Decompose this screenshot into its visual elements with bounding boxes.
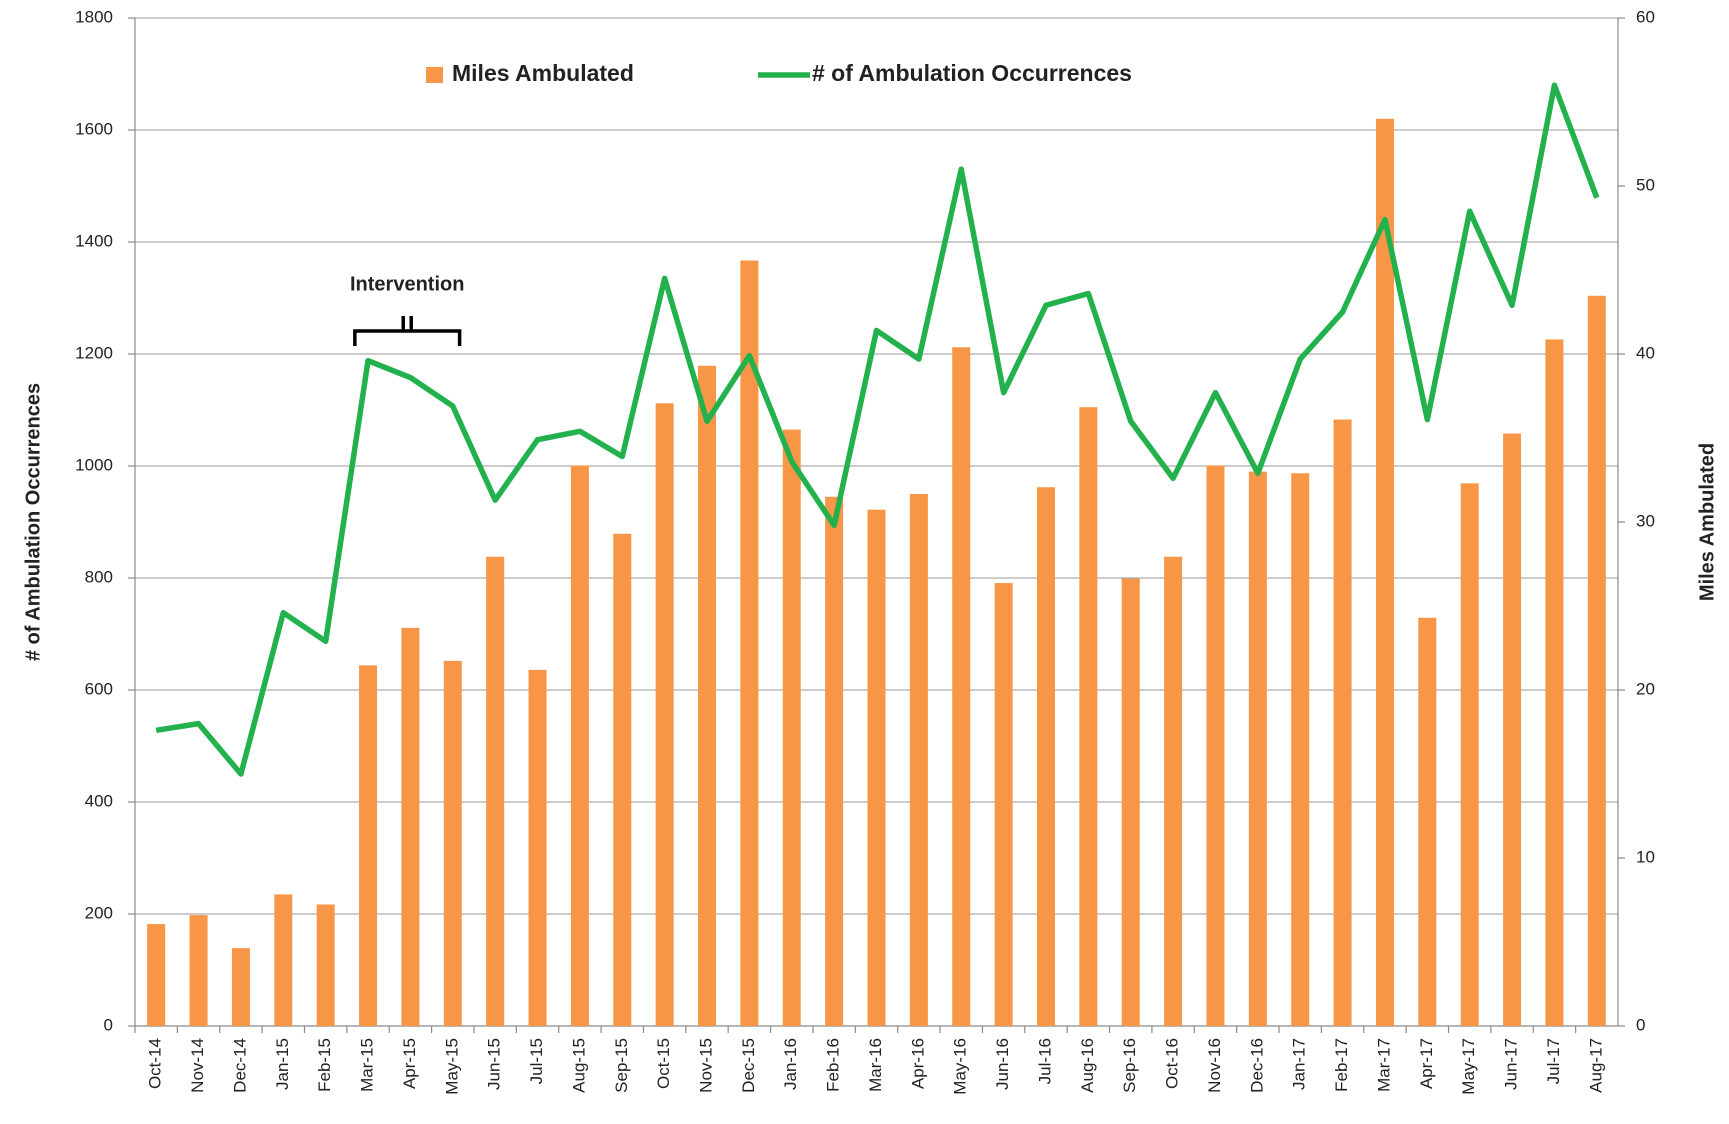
x-tick-label: Aug-16 — [1078, 1038, 1097, 1093]
bar — [1291, 473, 1310, 1026]
bar — [1587, 295, 1606, 1026]
bar — [698, 365, 717, 1026]
bar — [1206, 465, 1225, 1026]
bar — [401, 627, 420, 1026]
x-tick-label: Jun-17 — [1502, 1038, 1521, 1090]
x-tick-label: Jun-16 — [993, 1038, 1012, 1090]
x-tick-label: Oct-16 — [1163, 1038, 1182, 1089]
x-tick-label: Dec-15 — [739, 1038, 758, 1093]
legend-swatch — [426, 67, 443, 83]
x-tick-label: Nov-16 — [1205, 1038, 1224, 1093]
y2-tick-label: 0 — [1636, 1015, 1645, 1034]
bar — [1036, 487, 1055, 1026]
y-tick-label: 1800 — [75, 7, 113, 26]
x-tick-label: Mar-17 — [1374, 1038, 1393, 1092]
x-tick-label: Aug-17 — [1586, 1038, 1605, 1093]
x-tick-label: Jul-16 — [1035, 1038, 1054, 1084]
x-tick-label: Jun-15 — [485, 1038, 504, 1090]
x-tick-label: Aug-15 — [569, 1038, 588, 1093]
x-tick-label: May-15 — [442, 1038, 461, 1095]
x-tick-label: Dec-14 — [230, 1038, 249, 1093]
bar — [1121, 578, 1140, 1026]
x-tick-label: Feb-17 — [1332, 1038, 1351, 1092]
x-tick-label: Apr-15 — [400, 1038, 419, 1089]
legend-label: # of Ambulation Occurrences — [812, 60, 1132, 86]
y-tick-label: 1000 — [75, 455, 113, 474]
x-tick-label: Jul-15 — [527, 1038, 546, 1084]
x-tick-label: Mar-16 — [866, 1038, 885, 1092]
bar — [740, 260, 759, 1027]
bar — [1333, 419, 1352, 1026]
bar — [528, 669, 547, 1026]
brace — [353, 316, 462, 346]
x-tick-label: Dec-16 — [1247, 1038, 1266, 1093]
y2-tick-label: 40 — [1636, 343, 1655, 362]
y-tick-label: 800 — [85, 567, 113, 586]
y-tick-label: 1600 — [75, 119, 113, 138]
y-axis-title: # of Ambulation Occurrences — [22, 383, 44, 661]
x-tick-label: Jan-17 — [1290, 1038, 1309, 1090]
bar — [994, 583, 1013, 1026]
bar — [443, 660, 462, 1026]
y2-tick-label: 10 — [1636, 847, 1655, 866]
x-tick-label: Feb-15 — [315, 1038, 334, 1092]
bar — [1503, 433, 1522, 1026]
bar — [1375, 118, 1394, 1027]
x-tick-label: Apr-16 — [908, 1038, 927, 1089]
y-tick-label: 400 — [85, 791, 113, 810]
y2-tick-label: 50 — [1636, 175, 1655, 194]
legend-label: Miles Ambulated — [452, 60, 634, 86]
x-tick-label: May-17 — [1459, 1038, 1478, 1095]
bar — [613, 533, 632, 1026]
y-tick-label: 1200 — [75, 343, 113, 362]
bar — [189, 915, 208, 1026]
y2-tick-label: 60 — [1636, 7, 1655, 26]
x-tick-label: Jan-15 — [273, 1038, 292, 1090]
bar — [655, 403, 674, 1026]
x-tick-label: Mar-15 — [358, 1038, 377, 1092]
y2-axis-title: Miles Ambulated — [1696, 443, 1718, 601]
y-tick-label: 0 — [104, 1015, 113, 1034]
bar — [782, 429, 801, 1027]
y2-tick-label: 30 — [1636, 511, 1655, 530]
x-tick-label: Nov-15 — [696, 1038, 715, 1093]
bar — [1248, 471, 1267, 1027]
x-tick-label: Jul-17 — [1544, 1038, 1563, 1084]
bar — [825, 496, 844, 1026]
x-tick-label: Feb-16 — [824, 1038, 843, 1092]
x-tick-label: Sep-16 — [1120, 1038, 1139, 1093]
bar — [1418, 617, 1437, 1026]
bar — [952, 347, 971, 1026]
bar — [909, 494, 928, 1026]
bar — [1460, 483, 1479, 1026]
x-tick-label: Jan-16 — [781, 1038, 800, 1090]
bar — [867, 509, 886, 1026]
bar — [274, 894, 293, 1026]
y-tick-label: 1400 — [75, 231, 113, 250]
bar — [1545, 339, 1564, 1026]
bar — [570, 465, 589, 1026]
bar — [1164, 556, 1183, 1026]
bar — [359, 665, 378, 1026]
bar — [316, 904, 335, 1026]
x-tick-label: Oct-15 — [654, 1038, 673, 1089]
bar — [147, 924, 166, 1026]
x-tick-label: Apr-17 — [1417, 1038, 1436, 1089]
x-tick-label: Nov-14 — [188, 1038, 207, 1093]
y2-tick-label: 20 — [1636, 679, 1655, 698]
x-tick-label: Oct-14 — [146, 1038, 165, 1089]
y-tick-label: 600 — [85, 679, 113, 698]
x-tick-label: Sep-15 — [612, 1038, 631, 1093]
line — [155, 82, 1600, 777]
y-tick-label: 200 — [85, 903, 113, 922]
x-tick-label: May-16 — [951, 1038, 970, 1095]
annotation: Intervention — [350, 273, 464, 295]
bar — [231, 948, 250, 1026]
bar — [1079, 407, 1098, 1026]
bar — [486, 556, 505, 1026]
